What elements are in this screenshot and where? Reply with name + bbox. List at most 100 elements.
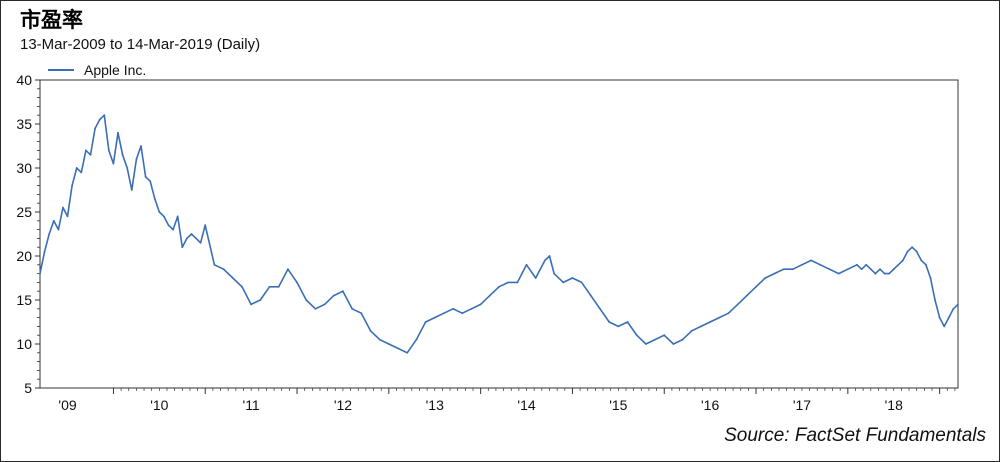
- data-point: [369, 329, 372, 332]
- data-point: [681, 338, 684, 341]
- data-point: [915, 250, 918, 253]
- data-point: [562, 281, 565, 284]
- data-point: [700, 325, 702, 328]
- data-point: [250, 303, 253, 306]
- data-point: [544, 259, 546, 262]
- y-tick-label: 30: [16, 160, 32, 176]
- data-point: [727, 312, 730, 315]
- data-point: [626, 321, 629, 323]
- y-tick-label: 5: [24, 380, 32, 396]
- data-point: [305, 299, 308, 301]
- data-point: [186, 237, 188, 240]
- data-point: [48, 233, 51, 235]
- data-point: [663, 334, 666, 337]
- y-tick-label: 40: [16, 72, 32, 88]
- data-point: [66, 215, 69, 218]
- data-point: [314, 307, 317, 310]
- chart-subtitle: 13-Mar-2009 to 14-Mar-2019 (Daily): [20, 36, 261, 53]
- x-tick-label: '18: [885, 397, 903, 413]
- x-tick-label: '11: [243, 397, 260, 413]
- data-point: [204, 224, 207, 227]
- data-point: [130, 189, 133, 191]
- data-point: [571, 277, 574, 279]
- data-point: [599, 307, 601, 310]
- data-point: [865, 263, 868, 266]
- data-point: [43, 250, 46, 253]
- data-point: [507, 281, 510, 284]
- data-point: [360, 312, 363, 315]
- data-point: [153, 197, 156, 200]
- data-point: [764, 277, 767, 279]
- data-point: [461, 312, 464, 315]
- data-point: [479, 303, 482, 306]
- data-point: [103, 114, 106, 117]
- data-point: [296, 281, 298, 284]
- data-point: [897, 263, 900, 266]
- x-tick-label: '10: [150, 397, 168, 413]
- data-point: [268, 285, 271, 288]
- x-tick-label: '14: [517, 397, 535, 413]
- data-point: [75, 167, 78, 169]
- data-point: [167, 224, 170, 227]
- data-point: [89, 153, 92, 156]
- data-point: [709, 321, 711, 323]
- data-point: [718, 316, 721, 319]
- data-point: [672, 343, 675, 345]
- data-point: [589, 294, 592, 297]
- data-point: [690, 329, 693, 332]
- data-point: [553, 272, 555, 275]
- data-point: [580, 281, 583, 284]
- y-tick-label: 35: [16, 116, 32, 132]
- data-point: [911, 246, 913, 249]
- data-point: [121, 153, 124, 156]
- data-point: [654, 338, 656, 341]
- y-tick-label: 15: [16, 292, 32, 308]
- data-point: [195, 237, 198, 240]
- data-point: [902, 259, 904, 262]
- data-point: [773, 272, 776, 275]
- y-tick-label: 10: [16, 336, 32, 352]
- data-point: [181, 246, 184, 249]
- data-point: [443, 312, 445, 315]
- x-tick-label: '15: [609, 397, 627, 413]
- data-point: [746, 294, 748, 297]
- data-point: [259, 299, 262, 301]
- data-point: [860, 268, 863, 271]
- y-tick-label: 25: [16, 204, 32, 220]
- data-point: [85, 149, 87, 152]
- data-point: [957, 303, 959, 306]
- source-note: Source: FactSet Fundamentals: [724, 425, 986, 446]
- x-tick-label: '09: [58, 397, 76, 413]
- data-point: [277, 285, 280, 288]
- data-point: [645, 343, 647, 345]
- data-point: [397, 347, 399, 350]
- data-point: [158, 211, 161, 213]
- data-point: [433, 316, 436, 319]
- data-point: [241, 285, 243, 288]
- data-point: [378, 338, 381, 341]
- data-point: [947, 316, 950, 319]
- data-point: [929, 277, 932, 279]
- data-point: [943, 325, 946, 328]
- data-point: [39, 272, 41, 275]
- series-layer: [39, 114, 959, 354]
- data-point: [80, 171, 83, 174]
- data-point: [736, 303, 739, 306]
- data-point: [525, 263, 528, 266]
- data-point: [888, 272, 891, 275]
- data-point: [837, 272, 840, 275]
- data-point: [516, 281, 519, 284]
- data-point: [755, 285, 757, 288]
- data-point: [222, 268, 225, 271]
- chart-title: 市盈率: [20, 8, 83, 32]
- data-point: [62, 206, 64, 209]
- data-point: [938, 316, 941, 319]
- data-point: [608, 321, 611, 323]
- data-point: [126, 167, 129, 169]
- data-point: [879, 268, 881, 271]
- data-point: [874, 272, 877, 275]
- data-point: [424, 321, 427, 323]
- data-point: [98, 118, 101, 121]
- data-point: [176, 215, 179, 218]
